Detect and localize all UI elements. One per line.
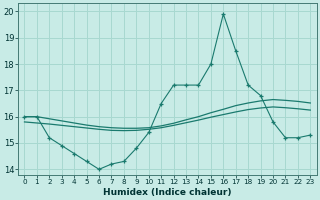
X-axis label: Humidex (Indice chaleur): Humidex (Indice chaleur) [103, 188, 232, 197]
